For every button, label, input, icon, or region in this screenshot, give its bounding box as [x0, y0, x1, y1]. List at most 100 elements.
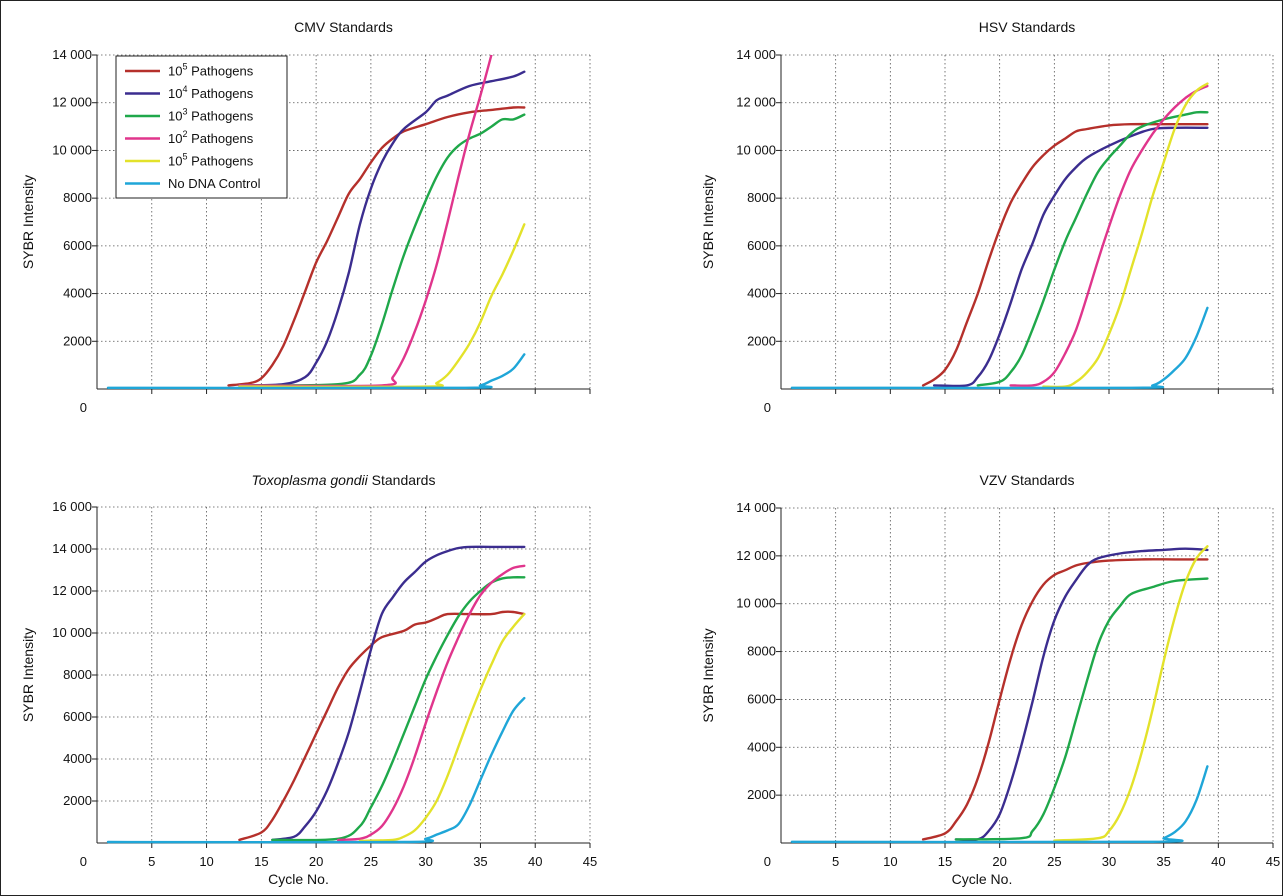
- x-tick-label: 5: [832, 854, 839, 869]
- y-tick-label: 10 000: [736, 142, 776, 157]
- y-tick-label: 12 000: [52, 583, 92, 598]
- chart-title-text: HSV Standards: [979, 19, 1076, 35]
- series-line-green: [238, 113, 526, 387]
- legend-box: [115, 55, 288, 199]
- y-tick-label: 4000: [63, 286, 92, 301]
- x-tick-label: 35: [1156, 854, 1170, 869]
- y-tick-label: 14 000: [52, 541, 92, 556]
- series-line-purple: [238, 70, 526, 387]
- series-line-red: [227, 106, 526, 387]
- chart-title-italic: Toxoplasma gondii: [252, 472, 369, 488]
- y-tick-label: 6000: [747, 238, 776, 253]
- y-tick-label: 8000: [747, 644, 776, 659]
- x-tick-label: 35: [473, 854, 487, 869]
- legend-label: 105 Pathogens: [168, 152, 254, 169]
- y-tick-label: 2000: [63, 793, 92, 808]
- y-tick-label: 10 000: [52, 625, 92, 640]
- chart-title: HSV Standards: [979, 19, 1076, 35]
- x-tick-label: 10: [883, 854, 897, 869]
- y-tick-label: 0: [80, 400, 87, 415]
- y-tick-label: 8000: [63, 667, 92, 682]
- legend-label-rest: Pathogens: [187, 86, 253, 101]
- y-tick-label: 4000: [747, 286, 776, 301]
- legend-label-rest: Pathogens: [187, 109, 253, 124]
- chart-title: Toxoplasma gondii Standards: [252, 472, 436, 488]
- y-tick-label: 6000: [747, 691, 776, 706]
- legend-label-base: 10: [168, 131, 182, 146]
- series-line-purple: [954, 547, 1209, 842]
- x-axis-label: Cycle No.: [268, 871, 329, 887]
- series-line-cyan: [790, 765, 1209, 844]
- legend-label-exponent: 3: [182, 107, 187, 117]
- legend-label-rest: Pathogens: [187, 154, 253, 169]
- chart-panel-1: 0 2000 4000 6000 8000 10 000 12 000 14 000 CMV S…: [20, 19, 591, 415]
- y-tick-label: 2000: [747, 333, 776, 348]
- series-line-yellow: [238, 223, 526, 389]
- y-tick-label: 8000: [63, 190, 92, 205]
- x-tick-label: 40: [528, 854, 542, 869]
- y-tick-label: 14 000: [736, 500, 776, 515]
- x-tick-label: 15: [938, 854, 952, 869]
- y-axis-label: SYBR Intensity: [20, 175, 36, 269]
- legend-label-base: 10: [168, 86, 182, 101]
- legend-label-rest: Pathogens: [187, 131, 253, 146]
- legend-label: 104 Pathogens: [168, 84, 254, 101]
- legend-label-exponent: 5: [182, 152, 187, 162]
- y-tick-label: 14 000: [736, 47, 776, 62]
- y-tick-label: 2000: [747, 787, 776, 802]
- legend-label-base: No DNA Control: [168, 176, 261, 191]
- chart-title: VZV Standards: [980, 472, 1075, 488]
- x-tick-label: 40: [1211, 854, 1225, 869]
- series-line-green: [954, 577, 1209, 841]
- series-line-yellow: [1042, 82, 1209, 389]
- y-tick-label: 12 000: [52, 95, 92, 110]
- x-tick-label: 25: [364, 854, 378, 869]
- legend-label-rest: Pathogens: [187, 64, 253, 79]
- legend-label-exponent: 5: [182, 62, 187, 72]
- y-tick-label: 8000: [747, 190, 776, 205]
- y-tick-label: 16 000: [52, 499, 92, 514]
- y-tick-label: 10 000: [52, 142, 92, 157]
- y-tick-label: 6000: [63, 238, 92, 253]
- chart-title: CMV Standards: [294, 19, 393, 35]
- chart-panel-3: 0 2000 4000 6000 8000 10 000 12 000 14 000 16 00…: [20, 472, 597, 887]
- series-line-magenta: [238, 55, 493, 388]
- x-tick-label: 30: [418, 854, 432, 869]
- series-line-red: [921, 122, 1209, 387]
- y-tick-label: 10 000: [736, 596, 776, 611]
- x-tick-label: 30: [1102, 854, 1116, 869]
- y-tick-label: 0: [764, 854, 771, 869]
- chart-title-text: VZV Standards: [980, 472, 1075, 488]
- series-line-purple: [271, 545, 526, 842]
- legend-label: 102 Pathogens: [168, 129, 254, 146]
- series-line-magenta: [336, 564, 526, 842]
- series-line-purple: [932, 126, 1209, 388]
- y-tick-label: 12 000: [736, 95, 776, 110]
- legend-label: 103 Pathogens: [168, 107, 254, 124]
- legend-label: No DNA Control: [168, 176, 261, 191]
- legend-label-base: 10: [168, 64, 182, 79]
- y-axis-label: SYBR Intensity: [700, 628, 716, 722]
- x-tick-label: 20: [992, 854, 1006, 869]
- series-line-yellow: [358, 612, 526, 843]
- y-tick-label: 0: [764, 400, 771, 415]
- y-tick-label: 0: [80, 854, 87, 869]
- x-tick-label: 5: [148, 854, 155, 869]
- legend-label-exponent: 2: [182, 129, 187, 139]
- legend-label-base: 10: [168, 109, 182, 124]
- y-tick-label: 12 000: [736, 548, 776, 563]
- series-line-cyan: [106, 353, 526, 390]
- x-tick-label: 25: [1047, 854, 1061, 869]
- legend-label-exponent: 4: [182, 84, 187, 94]
- series-line-cyan: [790, 306, 1209, 390]
- chart-panel-4: 0 2000 4000 6000 8000 10 000 12 000 14 000 5 10 15…: [700, 472, 1280, 887]
- x-tick-label: 20: [309, 854, 323, 869]
- series-line-magenta: [1009, 84, 1209, 387]
- series-line-red: [921, 558, 1209, 841]
- chart-title-text: CMV Standards: [294, 19, 393, 35]
- x-tick-label: 10: [199, 854, 213, 869]
- chart-title-text: Standards: [368, 472, 436, 488]
- legend-label-base: 10: [168, 154, 182, 169]
- x-tick-label: 45: [1266, 854, 1280, 869]
